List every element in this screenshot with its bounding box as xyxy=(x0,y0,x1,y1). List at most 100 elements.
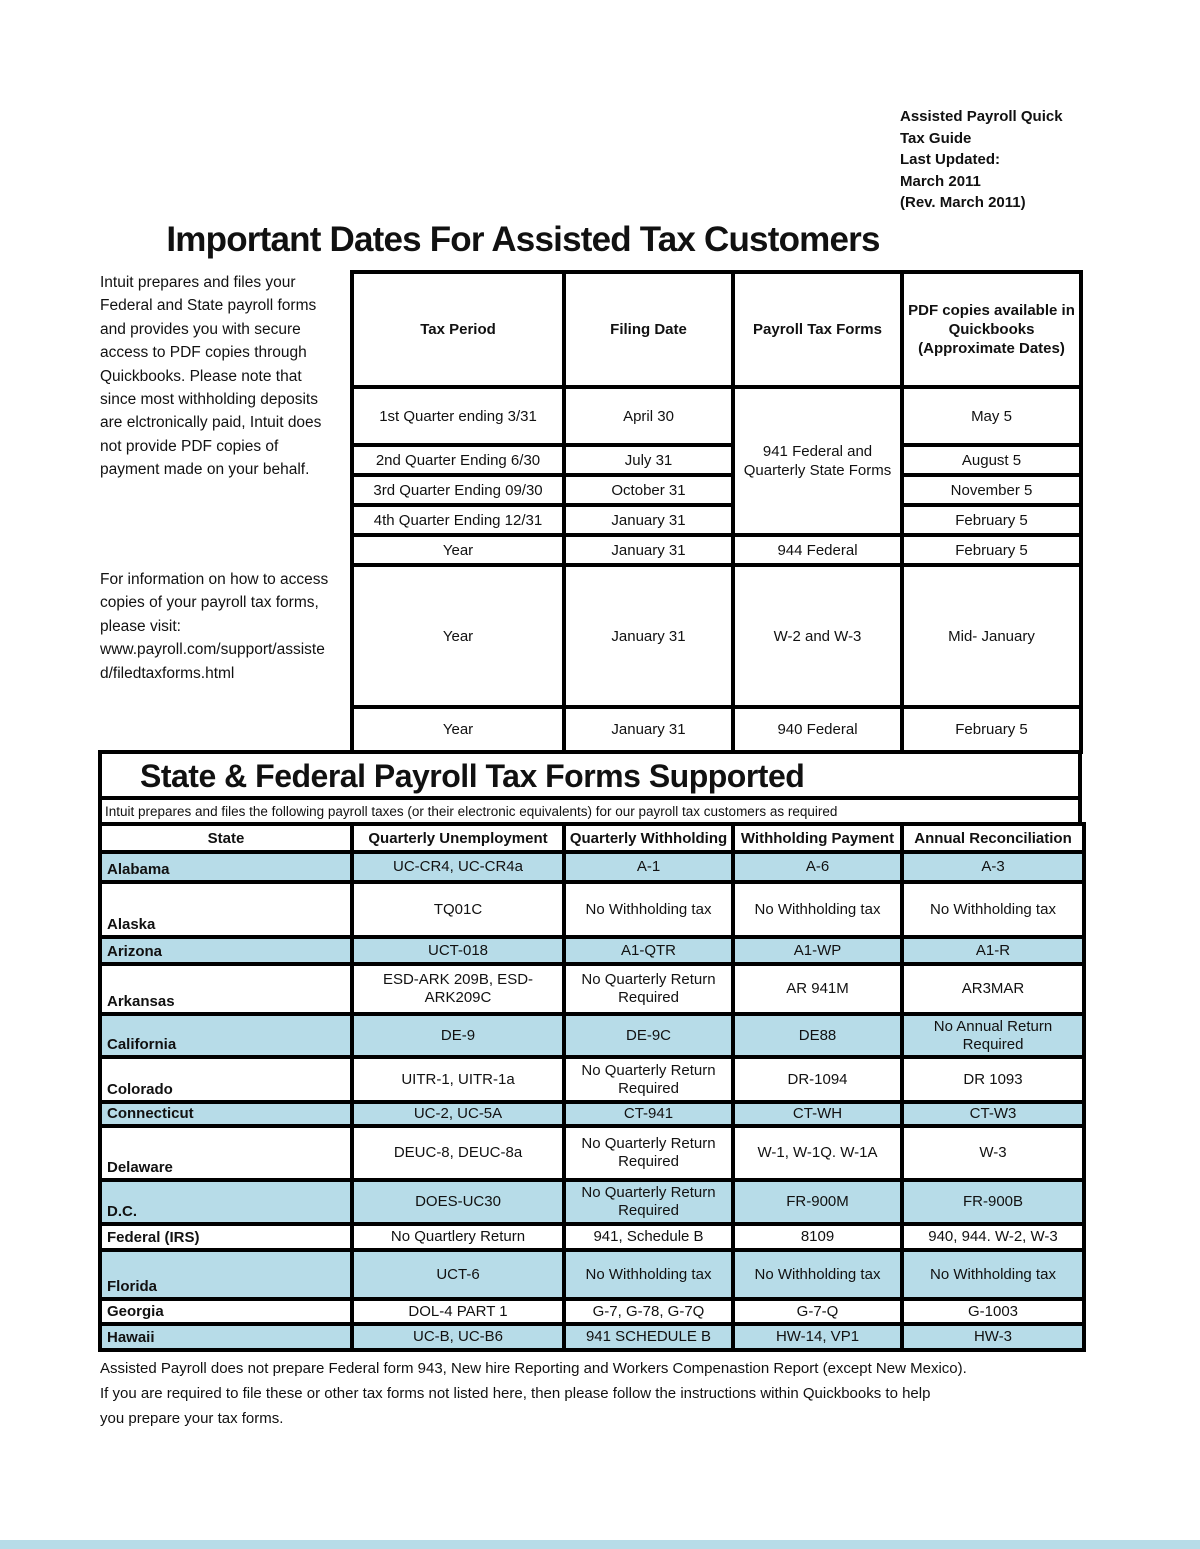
form-cell: FR-900B xyxy=(900,1178,1086,1226)
section-title: State & Federal Payroll Tax Forms Suppor… xyxy=(98,750,1082,800)
form-cell: CT-W3 xyxy=(900,1100,1086,1128)
dates-table-cell: 940 Federal xyxy=(731,705,904,754)
form-cell: DR 1093 xyxy=(900,1055,1086,1104)
state-name-cell: Florida xyxy=(98,1248,354,1301)
form-cell: W-1, W-1Q. W-1A xyxy=(731,1124,904,1182)
form-cell: No Withholding tax xyxy=(731,1248,904,1301)
form-cell: HW-3 xyxy=(900,1322,1086,1352)
state-name-cell: California xyxy=(98,1012,354,1059)
form-cell: DEUC-8, DEUC-8a xyxy=(350,1124,566,1182)
table-row: 3rd Quarter Ending 09/30 October 31 Novemb… xyxy=(350,473,1083,507)
table-row: Hawaii UC-B, UC-B6 941 SCHEDULE B HW-14, VP… xyxy=(98,1322,1086,1352)
section-subtitle: Intuit prepares and files the following … xyxy=(98,800,1082,822)
form-cell: W-3 xyxy=(900,1124,1086,1182)
state-table-header: Withholding Payment xyxy=(731,822,904,854)
form-cell: A1-QTR xyxy=(562,935,735,966)
state-name-cell: Hawaii xyxy=(98,1322,354,1352)
dates-table-cell: April 30 xyxy=(562,385,735,447)
dates-table-header: Tax Period xyxy=(350,270,566,389)
intro-paragraph: Intuit prepares and files your Federal a… xyxy=(100,274,322,479)
dates-table-cell: August 5 xyxy=(900,443,1083,477)
form-cell: A-6 xyxy=(731,850,904,884)
table-row: D.C. DOES-UC30 No Quarterly Return Require… xyxy=(98,1178,1086,1226)
dates-table: Tax Period Filing Date Payroll Tax Forms PD… xyxy=(350,270,1083,754)
table-row: Alabama UC-CR4, UC-CR4a A-1 A-6 A-3 xyxy=(98,850,1086,884)
state-name-cell: Arizona xyxy=(98,935,354,966)
dates-table-cell: 3rd Quarter Ending 09/30 xyxy=(350,473,566,507)
form-cell: AR3MAR xyxy=(900,962,1086,1016)
state-table-header-row: State Quarterly Unemployment Quarterly Wit… xyxy=(98,822,1086,854)
table-row: 1st Quarter ending 3/31 April 30 941 Feder… xyxy=(350,385,1083,537)
form-cell: 940, 944. W-2, W-3 xyxy=(900,1222,1086,1252)
form-cell: A1-R xyxy=(900,935,1086,966)
state-name-cell: Alaska xyxy=(98,880,354,939)
table-row: Delaware DEUC-8, DEUC-8a No Quarterly Retu… xyxy=(98,1124,1086,1182)
table-row: Connecticut UC-2, UC-5A CT-941 CT-WH CT-W3 xyxy=(98,1100,1086,1128)
dates-table-cell: Year xyxy=(350,533,566,567)
form-cell: No Withholding tax xyxy=(731,880,904,939)
state-name-cell: Georgia xyxy=(98,1297,354,1326)
dates-table-cell: January 31 xyxy=(562,503,735,537)
state-name-cell: Arkansas xyxy=(98,962,354,1016)
dates-table-cell: November 5 xyxy=(900,473,1083,507)
form-cell: UC-B, UC-B6 xyxy=(350,1322,566,1352)
table-row: Arkansas ESD-ARK 209B, ESD- ARK209C No Qua… xyxy=(98,962,1086,1016)
form-cell: ESD-ARK 209B, ESD- ARK209C xyxy=(350,962,566,1016)
form-cell: No Quarterly Return Required xyxy=(562,962,735,1016)
page-title: Important Dates For Assisted Tax Custome… xyxy=(166,220,880,259)
table-row: Alaska TQ01C No Withholding tax No Withhold… xyxy=(98,880,1086,939)
dates-table-header: Filing Date xyxy=(562,270,735,389)
page-bottom-strip xyxy=(0,1540,1200,1549)
form-cell: DOES-UC30 xyxy=(350,1178,566,1226)
dates-table-header: PDF copies available in Quickbooks (Appr… xyxy=(900,270,1083,389)
dates-table-cell: February 5 xyxy=(900,503,1083,537)
form-cell: No Withholding tax xyxy=(900,1248,1086,1301)
footer-note: Assisted Payroll does not prepare Federa… xyxy=(100,1360,967,1427)
form-cell: No Quarterly Return Required xyxy=(562,1055,735,1104)
form-cell: UC-2, UC-5A xyxy=(350,1100,566,1128)
state-table-header: Quarterly Withholding xyxy=(562,822,735,854)
form-cell: 941, Schedule B xyxy=(562,1222,735,1252)
form-cell: G-7-Q xyxy=(731,1297,904,1326)
table-row: Federal (IRS) No Quartlery Return 941, Sch… xyxy=(98,1222,1086,1252)
form-cell: DE-9 xyxy=(350,1012,566,1059)
form-cell: DE88 xyxy=(731,1012,904,1059)
form-cell: No Withholding tax xyxy=(562,1248,735,1301)
dates-table-cell: 2nd Quarter Ending 6/30 xyxy=(350,443,566,477)
form-cell: 941 SCHEDULE B xyxy=(562,1322,735,1352)
table-row: 2nd Quarter Ending 6/30 July 31 August 5 xyxy=(350,443,1083,477)
dates-table-cell: 1st Quarter ending 3/31 xyxy=(350,385,566,447)
state-table-header: Quarterly Unemployment xyxy=(350,822,566,854)
form-cell: No Annual Return Required xyxy=(900,1012,1086,1059)
dates-table-cell: January 31 xyxy=(562,563,735,709)
state-table-header: Annual Reconciliation xyxy=(900,822,1086,854)
table-row: 4th Quarter Ending 12/31 January 31 Februa… xyxy=(350,503,1083,537)
form-cell: A1-WP xyxy=(731,935,904,966)
form-cell: No Withholding tax xyxy=(900,880,1086,939)
form-cell: UCT-6 xyxy=(350,1248,566,1301)
state-name-cell: D.C. xyxy=(98,1178,354,1226)
state-name-cell: Federal (IRS) xyxy=(98,1222,354,1252)
access-info-paragraph: For information on how to access copies … xyxy=(100,571,329,682)
state-table-header: State xyxy=(98,822,354,854)
table-row: Year January 31 940 Federal February 5 xyxy=(350,705,1083,754)
state-name-cell: Connecticut xyxy=(98,1100,354,1128)
form-cell: G-1003 xyxy=(900,1297,1086,1326)
form-cell: 8109 xyxy=(731,1222,904,1252)
dates-table-cell: May 5 xyxy=(900,385,1083,447)
state-name-cell: Colorado xyxy=(98,1055,354,1104)
form-cell: UITR-1, UITR-1a xyxy=(350,1055,566,1104)
form-cell: G-7, G-78, G-7Q xyxy=(562,1297,735,1326)
form-cell: No Quarterly Return Required xyxy=(562,1178,735,1226)
form-cell: CT-WH xyxy=(731,1100,904,1128)
form-cell: UCT-018 xyxy=(350,935,566,966)
form-cell: DOL-4 PART 1 xyxy=(350,1297,566,1326)
table-row: Year January 31 944 Federal February 5 xyxy=(350,533,1083,567)
dates-table-cell: Mid- January xyxy=(900,563,1083,709)
form-cell: UC-CR4, UC-CR4a xyxy=(350,850,566,884)
form-cell: FR-900M xyxy=(731,1178,904,1226)
table-row: Arizona UCT-018 A1-QTR A1-WP A1-R xyxy=(98,935,1086,966)
dates-table-cell: Year xyxy=(350,563,566,709)
dates-table-cell: Year xyxy=(350,705,566,754)
